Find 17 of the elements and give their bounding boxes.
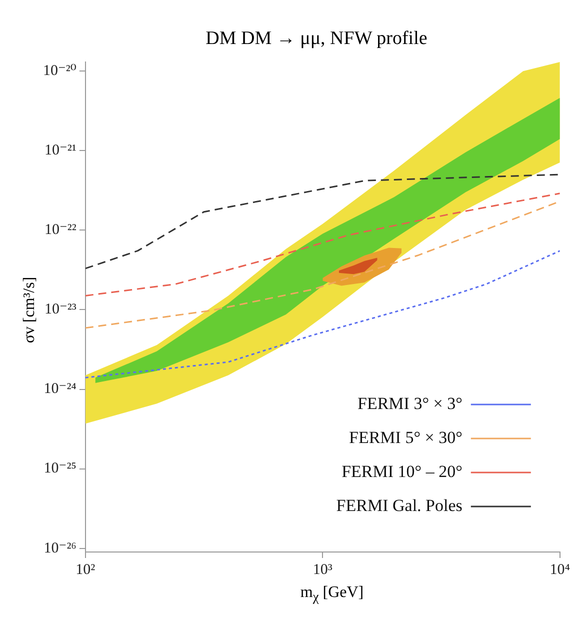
x-tick-label: 10⁴ [550, 562, 570, 578]
x-axis-title: m$_{χ}$ [GeV] [299, 584, 365, 606]
x-tick-label: 10³ [312, 562, 333, 578]
x-tick-label: 10² [76, 562, 96, 578]
y-tick-label: 10⁻²⁶ [44, 540, 76, 556]
y-tick-label: 10⁻²⁴ [44, 381, 76, 398]
y-tick-label: 10⁻²⁵ [44, 460, 76, 477]
legend-label: FERMI 10° – 20° [342, 462, 462, 481]
y-tick-label: 10⁻²⁰ [42, 63, 76, 79]
y-tick-label: 10⁻²³ [44, 302, 77, 318]
legend-label: FERMI 3° × 3° [357, 394, 462, 413]
chart-title: DM DM → μμ, NFW profile [204, 28, 428, 50]
y-axis-title: σv [cm³/s] [21, 276, 39, 344]
legend-label: FERMI 5° × 30° [348, 428, 462, 447]
y-tick-label: 10⁻²¹ [44, 142, 76, 159]
legend-label: FERMI Gal. Poles [336, 496, 462, 515]
y-tick-label: 10⁻²² [44, 222, 77, 238]
